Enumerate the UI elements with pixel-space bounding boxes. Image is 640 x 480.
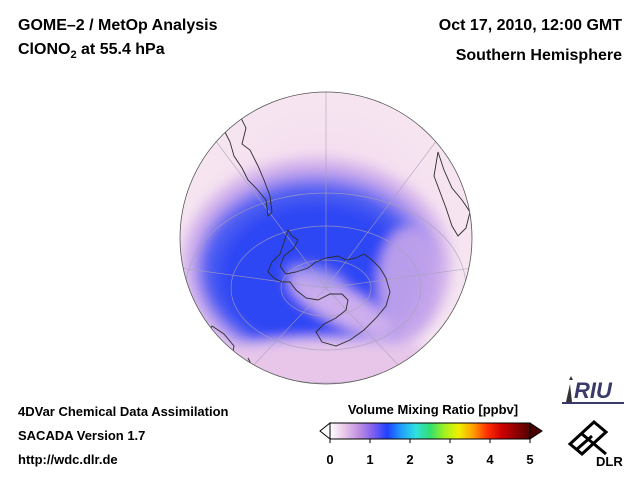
- globe-map: [179, 91, 473, 385]
- mixing-ratio-field: [180, 158, 472, 384]
- method-label: 4DVar Chemical Data Assimilation: [18, 404, 229, 419]
- colorbar-ticks: 0 1 2 3 4 5: [326, 439, 534, 467]
- colorbar-tick-label: 0: [326, 452, 333, 467]
- riu-logo: RIU: [562, 376, 624, 404]
- colorbar-tick-label: 1: [366, 452, 373, 467]
- title-line-2: ClONO2 at 55.4 hPa: [18, 40, 165, 65]
- colorbar-over-triangle: [529, 422, 543, 440]
- date-time: Oct 17, 2010, 12:00 GMT: [438, 17, 622, 34]
- colorbar-tick-label: 4: [486, 452, 494, 467]
- species-name: ClONO: [18, 41, 71, 58]
- colorbar-tick-label: 2: [406, 452, 413, 467]
- dlr-logo-text: DLR: [596, 454, 623, 469]
- dlr-logo: DLR: [567, 420, 623, 469]
- colorbar-tick-label: 5: [526, 452, 533, 467]
- region-label: Southern Hemisphere: [455, 47, 622, 64]
- colorbar-tick-label: 3: [446, 452, 453, 467]
- version-label: SACADA Version 1.7: [18, 428, 146, 443]
- title-line-1: GOME–2 / MetOp Analysis: [18, 17, 218, 34]
- colorbar-under-triangle: [319, 421, 331, 441]
- colorbar: 0 1 2 3 4 5: [319, 421, 543, 467]
- colorbar-bar: [329, 422, 531, 440]
- source-url[interactable]: http://wdc.dlr.de: [18, 452, 118, 467]
- pressure-level: at 55.4 hPa: [76, 41, 165, 58]
- species-subscript: 2: [70, 49, 77, 62]
- riu-logo-text: RIU: [574, 378, 613, 403]
- colorbar-title: Volume Mixing Ratio [ppbv]: [347, 402, 519, 417]
